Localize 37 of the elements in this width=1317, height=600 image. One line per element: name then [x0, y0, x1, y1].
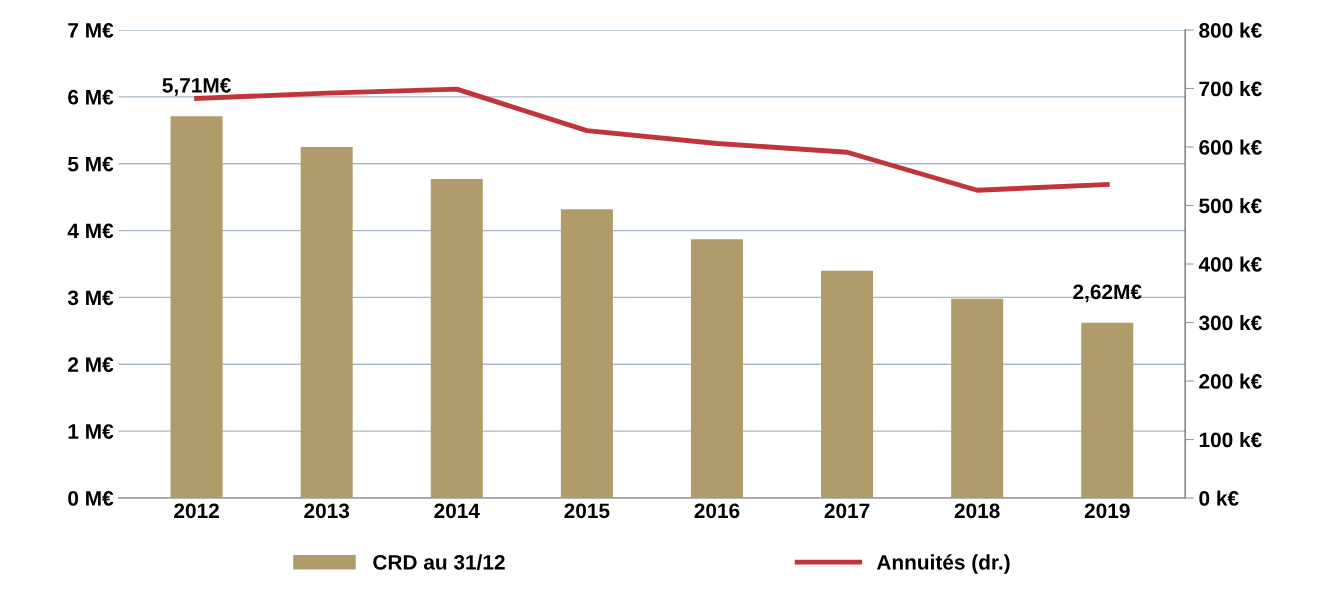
- x-tick-label: 2016: [694, 503, 740, 519]
- bar: [560, 209, 613, 498]
- bar: [1081, 322, 1134, 498]
- y2-tick-label: 700 k€: [1199, 80, 1262, 97]
- x-tick-label: 2014: [434, 503, 480, 519]
- y2-tick-label: 600 k€: [1199, 139, 1262, 155]
- x-tick-label: 2013: [304, 503, 350, 519]
- bar: [170, 116, 223, 498]
- legend-label: Annuités (dr.): [876, 554, 1010, 574]
- y2-tick-label: 800 k€: [1199, 22, 1262, 38]
- y-tick-label: 4 M€: [67, 223, 114, 239]
- y-tick-label: 7 M€: [68, 23, 114, 38]
- y-tick-label: 6 M€: [68, 89, 114, 105]
- y2-tick-label: 300 k€: [1198, 314, 1262, 331]
- x-tick-label: 2019: [1084, 503, 1130, 519]
- annotation: 2,62M€: [1073, 284, 1142, 303]
- annotation: 5,71M€: [162, 77, 231, 96]
- y2-tick-label: 400 k€: [1198, 256, 1262, 272]
- legend-label: CRD au 31/12: [373, 554, 505, 570]
- y2-tick-label: 200 k€: [1199, 373, 1262, 389]
- y-tick-label: 0 M€: [68, 491, 114, 506]
- y-tick-label: 5 M€: [68, 156, 114, 172]
- bar: [430, 179, 483, 498]
- y2-tick-label: 500 k€: [1199, 197, 1262, 214]
- y2-tick-label: 100 k€: [1199, 431, 1262, 448]
- y-tick-label: 1 M€: [68, 424, 114, 439]
- x-tick-label: 2018: [954, 503, 1000, 519]
- y-tick-label: 2 M€: [68, 357, 114, 373]
- bar: [821, 270, 874, 498]
- bar: [690, 239, 743, 498]
- x-tick-label: 2017: [824, 503, 870, 519]
- x-tick-label: 2015: [564, 503, 610, 519]
- y2-tick-label: 0 k€: [1199, 490, 1239, 506]
- bar: [300, 147, 353, 498]
- y-tick-label: 3 M€: [67, 290, 114, 306]
- x-tick-label: 2012: [174, 503, 219, 519]
- bar: [951, 298, 1004, 498]
